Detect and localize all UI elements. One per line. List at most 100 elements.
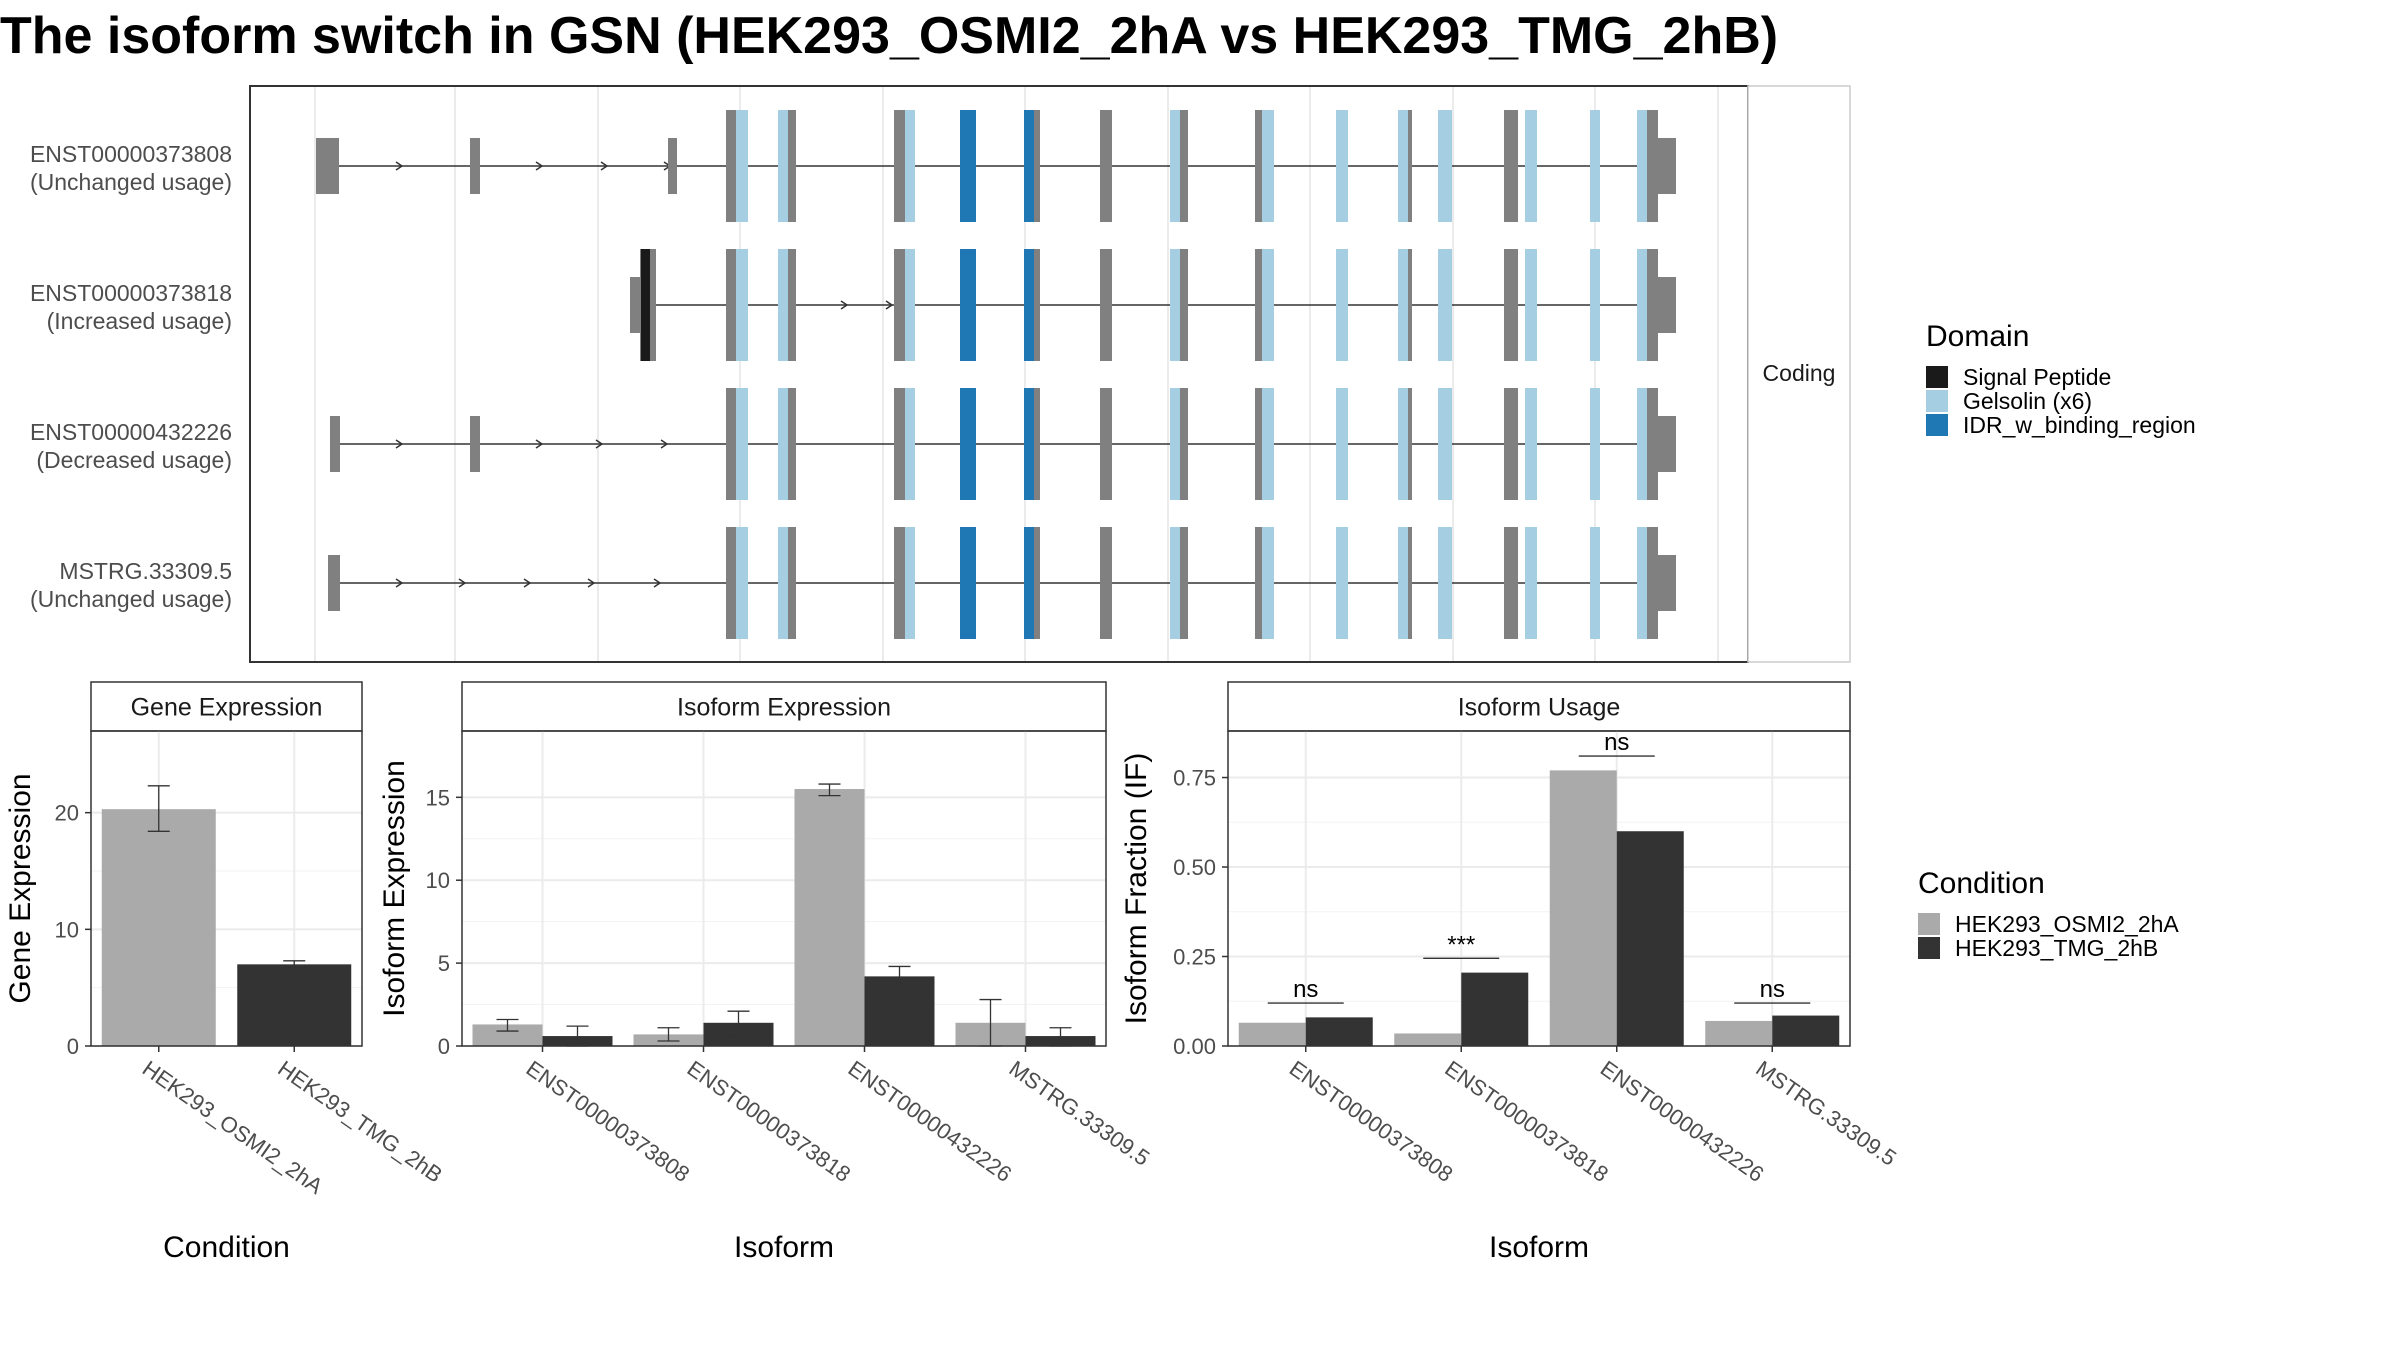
gelsolin-domain xyxy=(1336,110,1348,222)
exon-block xyxy=(1100,388,1112,500)
bar xyxy=(1305,1017,1373,1046)
x-tick-label: ENST00000373808 xyxy=(522,1056,695,1187)
significance-label: ns xyxy=(1604,729,1629,756)
gelsolin-domain xyxy=(1336,249,1348,361)
transcript-panel: Coding ENST00000373808(Unchanged usage)E… xyxy=(30,85,1851,663)
idr-domain xyxy=(1024,527,1034,639)
exon-block xyxy=(726,249,736,361)
direction-arrow xyxy=(840,300,849,310)
gelsolin-domain xyxy=(1637,110,1647,222)
utr-block xyxy=(1658,555,1676,611)
isoform-usage-chart: Isoform Usage 0.00 0.25 0.50 0.75 ENST0000037… xyxy=(1120,681,1901,1264)
exon-block xyxy=(668,138,677,194)
transcript-usage-label: (Unchanged usage) xyxy=(30,169,232,195)
bar xyxy=(794,789,865,1046)
exon-block xyxy=(1648,527,1658,639)
exon-block xyxy=(1648,110,1658,222)
transcript-row xyxy=(330,388,1676,500)
x-axis-title: Isoform xyxy=(734,1231,834,1264)
gelsolin-domain xyxy=(1438,249,1452,361)
utr-block xyxy=(1658,138,1676,194)
domain-legend-swatch xyxy=(1926,366,1948,388)
y-tick-label: 0.50 xyxy=(1173,855,1216,880)
transcript-row xyxy=(630,249,1676,361)
exon-block xyxy=(894,249,906,361)
exon-block xyxy=(1100,527,1112,639)
exon-block xyxy=(1032,527,1040,639)
direction-arrow xyxy=(653,578,662,588)
transcript-usage-label: (Increased usage) xyxy=(47,308,232,334)
utr-block xyxy=(630,277,640,333)
idr-domain xyxy=(960,527,976,639)
gelsolin-domain xyxy=(736,110,748,222)
gelsolin-domain xyxy=(1525,110,1537,222)
exon-block xyxy=(786,249,796,361)
exon-block xyxy=(1178,527,1188,639)
gelsolin-domain xyxy=(1170,110,1180,222)
exon-block xyxy=(1032,110,1040,222)
bar xyxy=(1616,831,1684,1046)
gelsolin-domain xyxy=(1590,388,1600,500)
exon-block xyxy=(1504,110,1518,222)
exon-block xyxy=(470,416,480,472)
transcript-row xyxy=(328,527,1676,639)
exon-block xyxy=(1504,527,1518,639)
exon-block xyxy=(1648,249,1658,361)
exon-block xyxy=(894,388,906,500)
coding-strip xyxy=(1747,85,1851,663)
significance-label: *** xyxy=(1447,931,1475,958)
x-tick-label: ENST00000373818 xyxy=(683,1056,856,1187)
condition-legend-label: HEK293_TMG_2hB xyxy=(1955,935,2158,961)
gelsolin-domain xyxy=(1525,388,1537,500)
significance-label: ns xyxy=(1760,976,1785,1003)
gelsolin-domain xyxy=(1590,527,1600,639)
domain-legend-label: IDR_w_binding_region xyxy=(1963,412,2196,438)
direction-arrow xyxy=(395,439,404,449)
domain-legend-swatch xyxy=(1926,414,1948,436)
gelsolin-domain xyxy=(1525,249,1537,361)
gelsolin-domain xyxy=(778,388,788,500)
exon-block xyxy=(1032,249,1040,361)
gelsolin-domain xyxy=(778,249,788,361)
exon-block xyxy=(894,527,906,639)
gelsolin-domain xyxy=(736,249,748,361)
utr-block xyxy=(1658,277,1676,333)
gelsolin-domain xyxy=(905,527,915,639)
exon-block xyxy=(316,138,339,194)
gelsolin-domain xyxy=(1398,249,1408,361)
x-axis-title: Isoform xyxy=(1489,1231,1589,1264)
y-tick-label: 0 xyxy=(438,1034,450,1059)
y-tick-label: 10 xyxy=(55,917,79,942)
y-axis-title: Isoform Fraction (IF) xyxy=(1120,753,1153,1025)
exon-block xyxy=(786,527,796,639)
exon-block xyxy=(470,138,480,194)
gelsolin-domain xyxy=(1262,249,1274,361)
direction-arrow xyxy=(523,578,532,588)
y-axis-title: Isoform Expression xyxy=(378,760,411,1017)
gelsolin-domain xyxy=(1438,527,1452,639)
facet-strip xyxy=(461,681,1107,732)
bar xyxy=(1772,1015,1840,1046)
direction-arrow xyxy=(458,578,467,588)
exon-block xyxy=(328,555,340,611)
exon-block xyxy=(1504,249,1518,361)
gelsolin-domain xyxy=(1438,388,1452,500)
direction-arrow xyxy=(587,578,596,588)
gelsolin-domain xyxy=(1262,527,1274,639)
y-tick-label: 0.25 xyxy=(1173,945,1216,970)
exon-block xyxy=(786,110,796,222)
exon-block xyxy=(894,110,906,222)
gelsolin-domain xyxy=(1525,527,1537,639)
x-axis-title: Condition xyxy=(163,1231,290,1264)
y-tick-label: 10 xyxy=(426,868,450,893)
condition-legend-label: HEK293_OSMI2_2hA xyxy=(1955,911,2179,937)
idr-domain xyxy=(960,249,976,361)
x-tick-label: ENST00000432226 xyxy=(844,1056,1017,1187)
bar xyxy=(864,976,935,1046)
transcript-labels: ENST00000373808(Unchanged usage)ENST0000… xyxy=(30,141,232,612)
gelsolin-domain xyxy=(1170,527,1180,639)
